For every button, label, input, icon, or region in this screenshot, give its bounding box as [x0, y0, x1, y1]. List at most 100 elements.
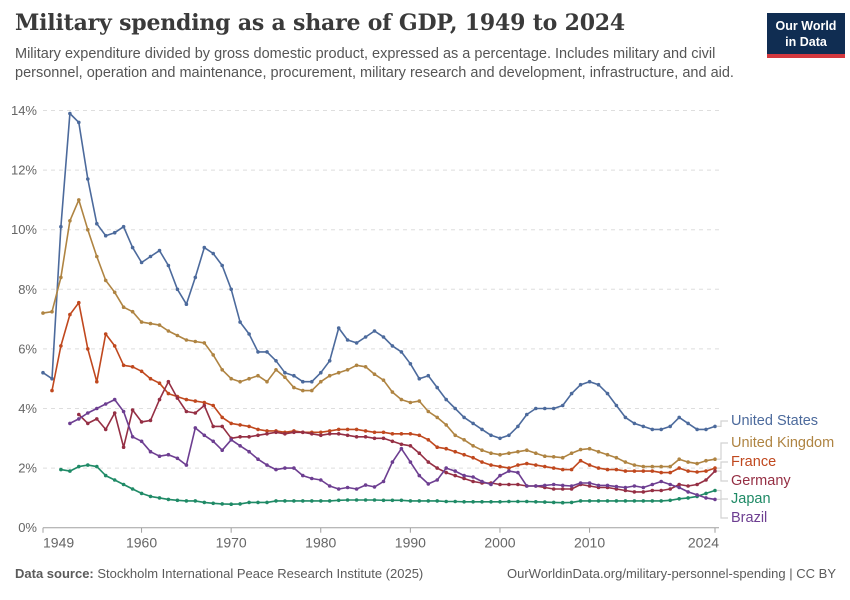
chart-header: Military spending as a share of GDP, 194…	[15, 10, 770, 84]
data-point	[265, 379, 269, 384]
data-point	[274, 467, 278, 472]
data-point	[202, 245, 207, 250]
legend-connector-france	[717, 461, 728, 469]
data-point	[587, 463, 592, 467]
data-point	[614, 499, 619, 503]
data-point	[50, 376, 54, 381]
footer-url[interactable]: OurWorldinData.org/military-personnel-sp…	[506, 566, 786, 581]
chart-subtitle: Military expenditure divided by gross do…	[15, 45, 770, 84]
data-point	[462, 476, 466, 481]
line-united-kingdom[interactable]	[42, 199, 716, 468]
legend-label-united-states[interactable]: United States	[731, 413, 819, 429]
data-point	[130, 245, 135, 250]
data-point	[310, 432, 314, 436]
y-tick-label: 8%	[18, 282, 37, 297]
data-point	[417, 473, 422, 478]
data-point	[453, 406, 458, 411]
legend-label-japan[interactable]: Japan	[731, 491, 771, 507]
data-point	[103, 278, 108, 283]
data-point	[704, 491, 708, 496]
data-point	[435, 445, 440, 450]
data-point	[175, 396, 180, 400]
data-point	[130, 435, 135, 439]
data-point	[560, 455, 565, 460]
data-point	[551, 466, 556, 470]
data-point	[336, 326, 341, 330]
owid-logo[interactable]: Our World in Data	[767, 13, 845, 59]
legend-label-united-kingdom[interactable]: United Kingdom	[731, 435, 835, 451]
data-point	[704, 478, 708, 482]
data-point	[534, 484, 538, 488]
data-point	[166, 379, 171, 384]
data-point	[363, 498, 368, 502]
data-source-value: Stockholm International Peace Research I…	[93, 566, 424, 581]
data-point	[247, 376, 251, 381]
data-point	[121, 482, 126, 487]
data-point	[632, 499, 637, 503]
data-point	[516, 463, 520, 467]
markers-japan	[59, 463, 717, 507]
legend-connector-united-states	[717, 420, 728, 427]
data-point	[704, 458, 708, 463]
line-france[interactable]	[51, 301, 716, 474]
data-point	[336, 432, 341, 436]
data-point	[471, 421, 475, 426]
data-point	[166, 263, 171, 268]
data-point	[605, 452, 610, 457]
data-point	[632, 421, 637, 426]
data-point	[274, 359, 278, 363]
data-point	[695, 470, 699, 474]
data-point	[327, 499, 332, 503]
legend-label-germany[interactable]: Germany	[731, 473, 791, 489]
data-point	[614, 403, 619, 408]
data-point	[534, 463, 538, 467]
data-point	[327, 359, 332, 363]
data-point	[59, 467, 63, 472]
data-point	[516, 499, 520, 504]
data-point	[605, 483, 610, 488]
data-point	[605, 467, 610, 472]
data-point	[569, 391, 574, 396]
data-point	[148, 418, 153, 423]
x-tick-label: 2000	[484, 535, 515, 551]
legend-label-brazil[interactable]: Brazil	[731, 510, 768, 526]
legend-label-france[interactable]: France	[731, 454, 777, 470]
line-brazil[interactable]	[69, 398, 716, 501]
data-point	[238, 435, 242, 439]
data-point	[193, 399, 198, 403]
data-point	[399, 350, 404, 354]
data-point	[68, 469, 72, 473]
data-point	[426, 499, 431, 503]
data-point	[139, 439, 144, 444]
data-point	[578, 499, 583, 503]
chart-subtitle-line1: Military expenditure divided by gross do…	[15, 46, 716, 62]
data-point	[354, 435, 359, 439]
data-point	[650, 482, 655, 487]
data-point	[103, 402, 108, 406]
line-united-states[interactable]	[42, 112, 716, 440]
data-point	[426, 460, 431, 464]
footer-link[interactable]: OurWorldinData.org/military-personnel-sp…	[507, 566, 836, 581]
data-point	[77, 417, 81, 421]
data-point	[157, 397, 162, 402]
data-point	[623, 488, 628, 493]
data-point	[256, 500, 260, 505]
data-point	[229, 502, 233, 507]
chart-footer: Data source: Stockholm International Pea…	[15, 566, 836, 581]
data-point	[587, 481, 592, 485]
data-point	[274, 499, 278, 503]
data-point	[632, 463, 637, 467]
line-germany[interactable]	[78, 380, 716, 493]
data-point	[193, 339, 198, 344]
data-point	[480, 479, 484, 484]
data-point	[444, 446, 449, 451]
data-point	[462, 452, 466, 457]
data-point	[112, 230, 117, 235]
data-point	[516, 424, 520, 429]
markers-united-states	[41, 111, 717, 441]
data-point	[121, 363, 126, 368]
data-point	[668, 470, 672, 475]
data-point	[435, 466, 440, 470]
data-point	[148, 321, 153, 326]
data-point	[471, 479, 475, 484]
